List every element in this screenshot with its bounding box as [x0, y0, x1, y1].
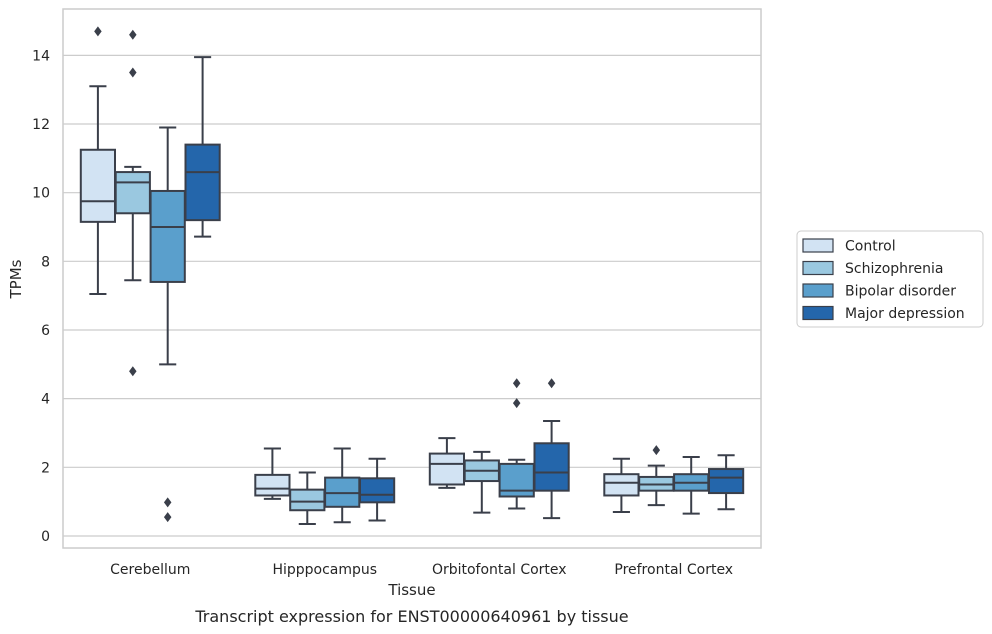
outlier-point — [129, 67, 137, 78]
box-body — [707, 468, 745, 495]
outlier-point — [163, 497, 172, 508]
y-tick-label: 14 — [32, 48, 50, 64]
x-axis-ticks: Cerebellum Hipppocampus Orbitofontal Corte… — [110, 562, 733, 578]
box-schizophrenia — [638, 445, 675, 507]
y-tick-label: 10 — [32, 186, 50, 202]
box-body — [149, 189, 186, 283]
legend-swatch — [802, 283, 834, 298]
y-tick-label: 2 — [41, 460, 50, 476]
box-major-depression — [707, 454, 745, 511]
y-tick-label: 12 — [32, 117, 50, 133]
box-major-depression — [358, 457, 396, 522]
outlier-point — [547, 378, 556, 389]
outlier-point — [512, 378, 521, 389]
legend-swatch — [802, 260, 834, 276]
box-major-depression — [533, 378, 570, 520]
legend-frame — [796, 230, 984, 328]
box-body — [184, 143, 221, 222]
box-body — [254, 473, 291, 497]
outlier-point — [163, 512, 172, 523]
legend-swatch — [802, 305, 834, 321]
plot-area — [62, 8, 762, 549]
box-bipolar-disorder — [149, 126, 186, 523]
y-tick-label: 0 — [41, 529, 50, 545]
box-body — [79, 148, 117, 223]
y-tick-label: 8 — [41, 254, 50, 270]
y-tick-label: 4 — [41, 392, 50, 408]
x-tick-label: Orbitofontal Cortex — [432, 562, 567, 578]
legend-label: Schizophrenia — [845, 261, 943, 277]
box-major-depression — [184, 56, 221, 238]
legend-swatch — [802, 238, 834, 253]
box-control — [79, 26, 117, 295]
legend-label: Bipolar disorder — [845, 284, 956, 300]
outlier-point — [129, 29, 137, 40]
x-tick-label: Hipppocampus — [272, 562, 377, 578]
box-body — [603, 473, 640, 497]
box-bipolar-disorder — [498, 378, 535, 510]
chart-caption: Transcript expression for ENST0000064096… — [194, 607, 628, 626]
box-body — [358, 477, 396, 504]
box-body — [289, 488, 326, 512]
x-axis-title: Tissue — [387, 581, 435, 599]
box-body — [114, 171, 151, 215]
box-body — [428, 452, 466, 486]
legend-label: Control — [845, 239, 896, 255]
outlier-point — [652, 445, 661, 456]
x-tick-label: Cerebellum — [110, 562, 190, 578]
box-body — [533, 442, 570, 492]
y-axis-title: TPMs — [7, 259, 25, 299]
box-schizophrenia — [289, 471, 326, 525]
y-tick-label: 6 — [41, 323, 50, 339]
outlier-point — [129, 366, 137, 377]
legend: Control Schizophrenia Bipolar disorder Majo… — [796, 230, 984, 328]
box-control — [254, 447, 291, 500]
y-axis-ticks: 0 2 4 6 8 10 12 14 — [32, 48, 50, 545]
legend-label: Major depression — [845, 306, 965, 322]
outlier-point — [94, 26, 102, 37]
plot-frame — [62, 8, 762, 549]
outlier-point — [512, 398, 521, 409]
x-tick-label: Prefrontal Cortex — [614, 562, 733, 578]
